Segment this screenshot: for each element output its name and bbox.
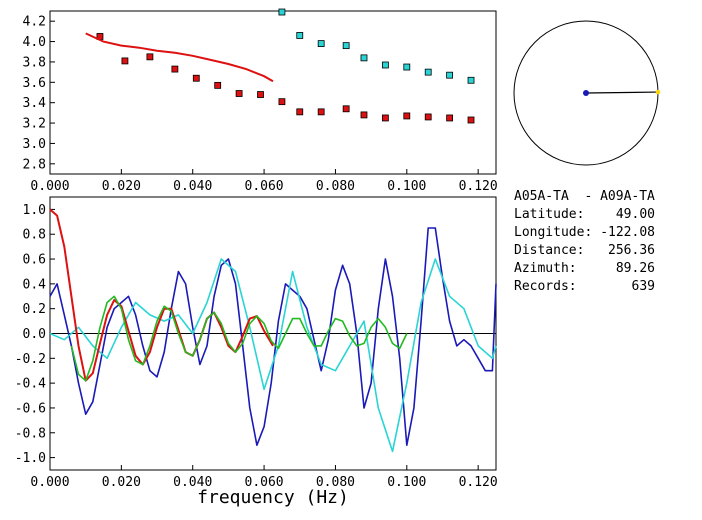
x-tick-label: 0.040 bbox=[173, 179, 212, 194]
velocity-curve bbox=[85, 32, 274, 83]
x-tick-label: 0.120 bbox=[459, 179, 498, 194]
info-label: Azimuth: bbox=[514, 261, 577, 276]
red-marker bbox=[121, 57, 129, 65]
info-value: 89.26 bbox=[616, 261, 655, 276]
cyan-series-line bbox=[49, 258, 497, 453]
x-tick-label: 0.040 bbox=[173, 475, 212, 490]
cyan-marker bbox=[403, 63, 411, 71]
y-tick-label: 3.6 bbox=[23, 76, 46, 91]
x-tick-label: 0.100 bbox=[387, 475, 426, 490]
red-marker bbox=[296, 108, 304, 116]
velocity-series bbox=[85, 8, 475, 124]
red-marker bbox=[146, 53, 154, 61]
y-tick-label: 0.2 bbox=[23, 302, 46, 317]
red-marker bbox=[467, 116, 475, 124]
red-marker bbox=[424, 113, 432, 121]
station-info-panel: A05A-TA - A09A-TA Latitude: 49.00 Longitud… bbox=[514, 189, 655, 294]
coherence-chart: 0.000 0.020 0.040 0.060 0.080 0.100 0.120 1.0 0.… bbox=[15, 196, 498, 508]
x-tick-label: 0.000 bbox=[30, 179, 69, 194]
green-series-line bbox=[70, 295, 408, 382]
info-label: Distance: bbox=[514, 243, 584, 258]
x-tick-label: 0.020 bbox=[102, 179, 141, 194]
info-value: 256.36 bbox=[608, 243, 655, 258]
y-tick-label: 3.8 bbox=[23, 55, 46, 70]
y-tick-label: -0.8 bbox=[15, 426, 46, 441]
red-marker bbox=[214, 81, 222, 89]
red-marker bbox=[446, 114, 454, 122]
red-marker bbox=[278, 98, 286, 106]
y-tick-label: -1.0 bbox=[15, 451, 46, 466]
red-marker bbox=[317, 108, 325, 116]
y-tick-label: -0.4 bbox=[15, 377, 46, 392]
cyan-marker bbox=[424, 68, 432, 76]
info-label: Latitude: bbox=[514, 207, 584, 222]
velocity-plot-frame bbox=[49, 10, 497, 175]
info-rows: Latitude: 49.00 Longitude: -122.08 Distance:… bbox=[514, 207, 655, 294]
cyan-marker bbox=[296, 32, 304, 39]
red-marker bbox=[381, 114, 389, 122]
x-tick-label: 0.080 bbox=[316, 475, 355, 490]
station-pair-title: A05A-TA - A09A-TA bbox=[514, 189, 655, 204]
y-tick-label: -0.2 bbox=[15, 352, 46, 367]
x-tick-label: 0.060 bbox=[245, 179, 284, 194]
cyan-marker bbox=[317, 40, 325, 47]
y-tick-label: 3.0 bbox=[23, 137, 46, 152]
station-path-line bbox=[585, 91, 659, 94]
x-tick-label: 0.080 bbox=[316, 179, 355, 194]
y-tick-label: 4.0 bbox=[23, 35, 46, 50]
velocity-axes: 0.000 0.020 0.040 0.060 0.080 0.100 0.120 2.8 3.… bbox=[23, 15, 498, 194]
station-center-marker bbox=[583, 90, 589, 96]
y-tick-label: 0.8 bbox=[23, 228, 46, 243]
y-tick-label: 0.6 bbox=[23, 253, 46, 268]
cyan-marker bbox=[360, 54, 368, 62]
cyan-marker bbox=[467, 76, 475, 84]
x-tick-label: 0.000 bbox=[30, 475, 69, 490]
y-tick-label: 3.2 bbox=[23, 117, 46, 132]
velocity-chart: 0.000 0.020 0.040 0.060 0.080 0.100 0.120 2.8 3.… bbox=[23, 8, 498, 194]
info-label: Records: bbox=[514, 279, 577, 294]
y-tick-label: 4.2 bbox=[23, 15, 46, 30]
x-tick-label: 0.120 bbox=[459, 475, 498, 490]
blue-series-line bbox=[49, 227, 497, 446]
y-tick-label: 0.0 bbox=[23, 327, 46, 342]
red-marker bbox=[257, 91, 264, 98]
red-marker bbox=[342, 105, 350, 113]
y-tick-label: 2.8 bbox=[23, 157, 46, 172]
coherence-series bbox=[49, 208, 497, 453]
x-axis-label: frequency (Hz) bbox=[197, 487, 349, 508]
y-tick-label: 0.4 bbox=[23, 277, 47, 292]
info-label: Longitude: bbox=[514, 225, 592, 240]
y-tick-label: 3.4 bbox=[23, 96, 47, 111]
station-map bbox=[513, 20, 661, 166]
red-series-line bbox=[49, 208, 274, 382]
y-tick-label: -0.6 bbox=[15, 401, 46, 416]
cyan-marker bbox=[446, 71, 454, 79]
cyan-marker bbox=[342, 42, 350, 50]
y-tick-label: 1.0 bbox=[23, 203, 46, 218]
info-value: 49.00 bbox=[616, 207, 655, 222]
red-marker bbox=[192, 74, 200, 82]
red-marker bbox=[403, 112, 411, 120]
info-value: 639 bbox=[632, 279, 655, 294]
info-value: -122.08 bbox=[600, 225, 655, 240]
red-marker bbox=[235, 90, 243, 97]
cyan-marker bbox=[278, 8, 286, 16]
coherence-axes: 0.000 0.020 0.040 0.060 0.080 0.100 0.120 1.0 0.… bbox=[15, 203, 498, 490]
station-end-marker bbox=[655, 89, 661, 95]
cyan-marker bbox=[381, 61, 389, 69]
x-tick-label: 0.020 bbox=[102, 475, 141, 490]
red-marker bbox=[360, 111, 368, 119]
x-tick-label: 0.100 bbox=[387, 179, 426, 194]
x-tick-label: 0.060 bbox=[245, 475, 284, 490]
red-marker bbox=[171, 65, 179, 73]
